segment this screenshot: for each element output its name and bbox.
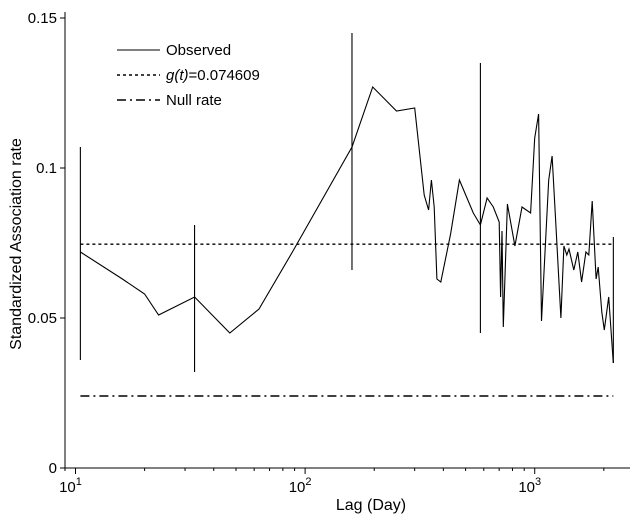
- y-tick-label-3: 0.15: [28, 10, 57, 27]
- y-tick-label-0: 0: [49, 460, 57, 477]
- x-tick-label-2: 103: [518, 476, 541, 496]
- y-tick-label-1: 0.05: [28, 310, 57, 327]
- legend-label-0: Observed: [166, 42, 231, 59]
- legend-label-2: Null rate: [166, 92, 222, 109]
- x-tick-label-1: 102: [289, 476, 312, 496]
- y-tick-label-2: 0.1: [36, 160, 57, 177]
- plot-area: [79, 33, 614, 397]
- y-axis-label: Standardized Association rate: [8, 138, 25, 350]
- legend: Observed g(t)=0.074609 Null rate: [117, 42, 260, 109]
- legend-label-1: g(t)=0.074609: [166, 67, 260, 84]
- axes: 0 0.05 0.1 0.15 101 102 103: [28, 10, 630, 496]
- series-line-0: [80, 85, 614, 364]
- x-axis-label: Lag (Day): [336, 497, 406, 514]
- x-tick-label-0: 101: [59, 476, 82, 496]
